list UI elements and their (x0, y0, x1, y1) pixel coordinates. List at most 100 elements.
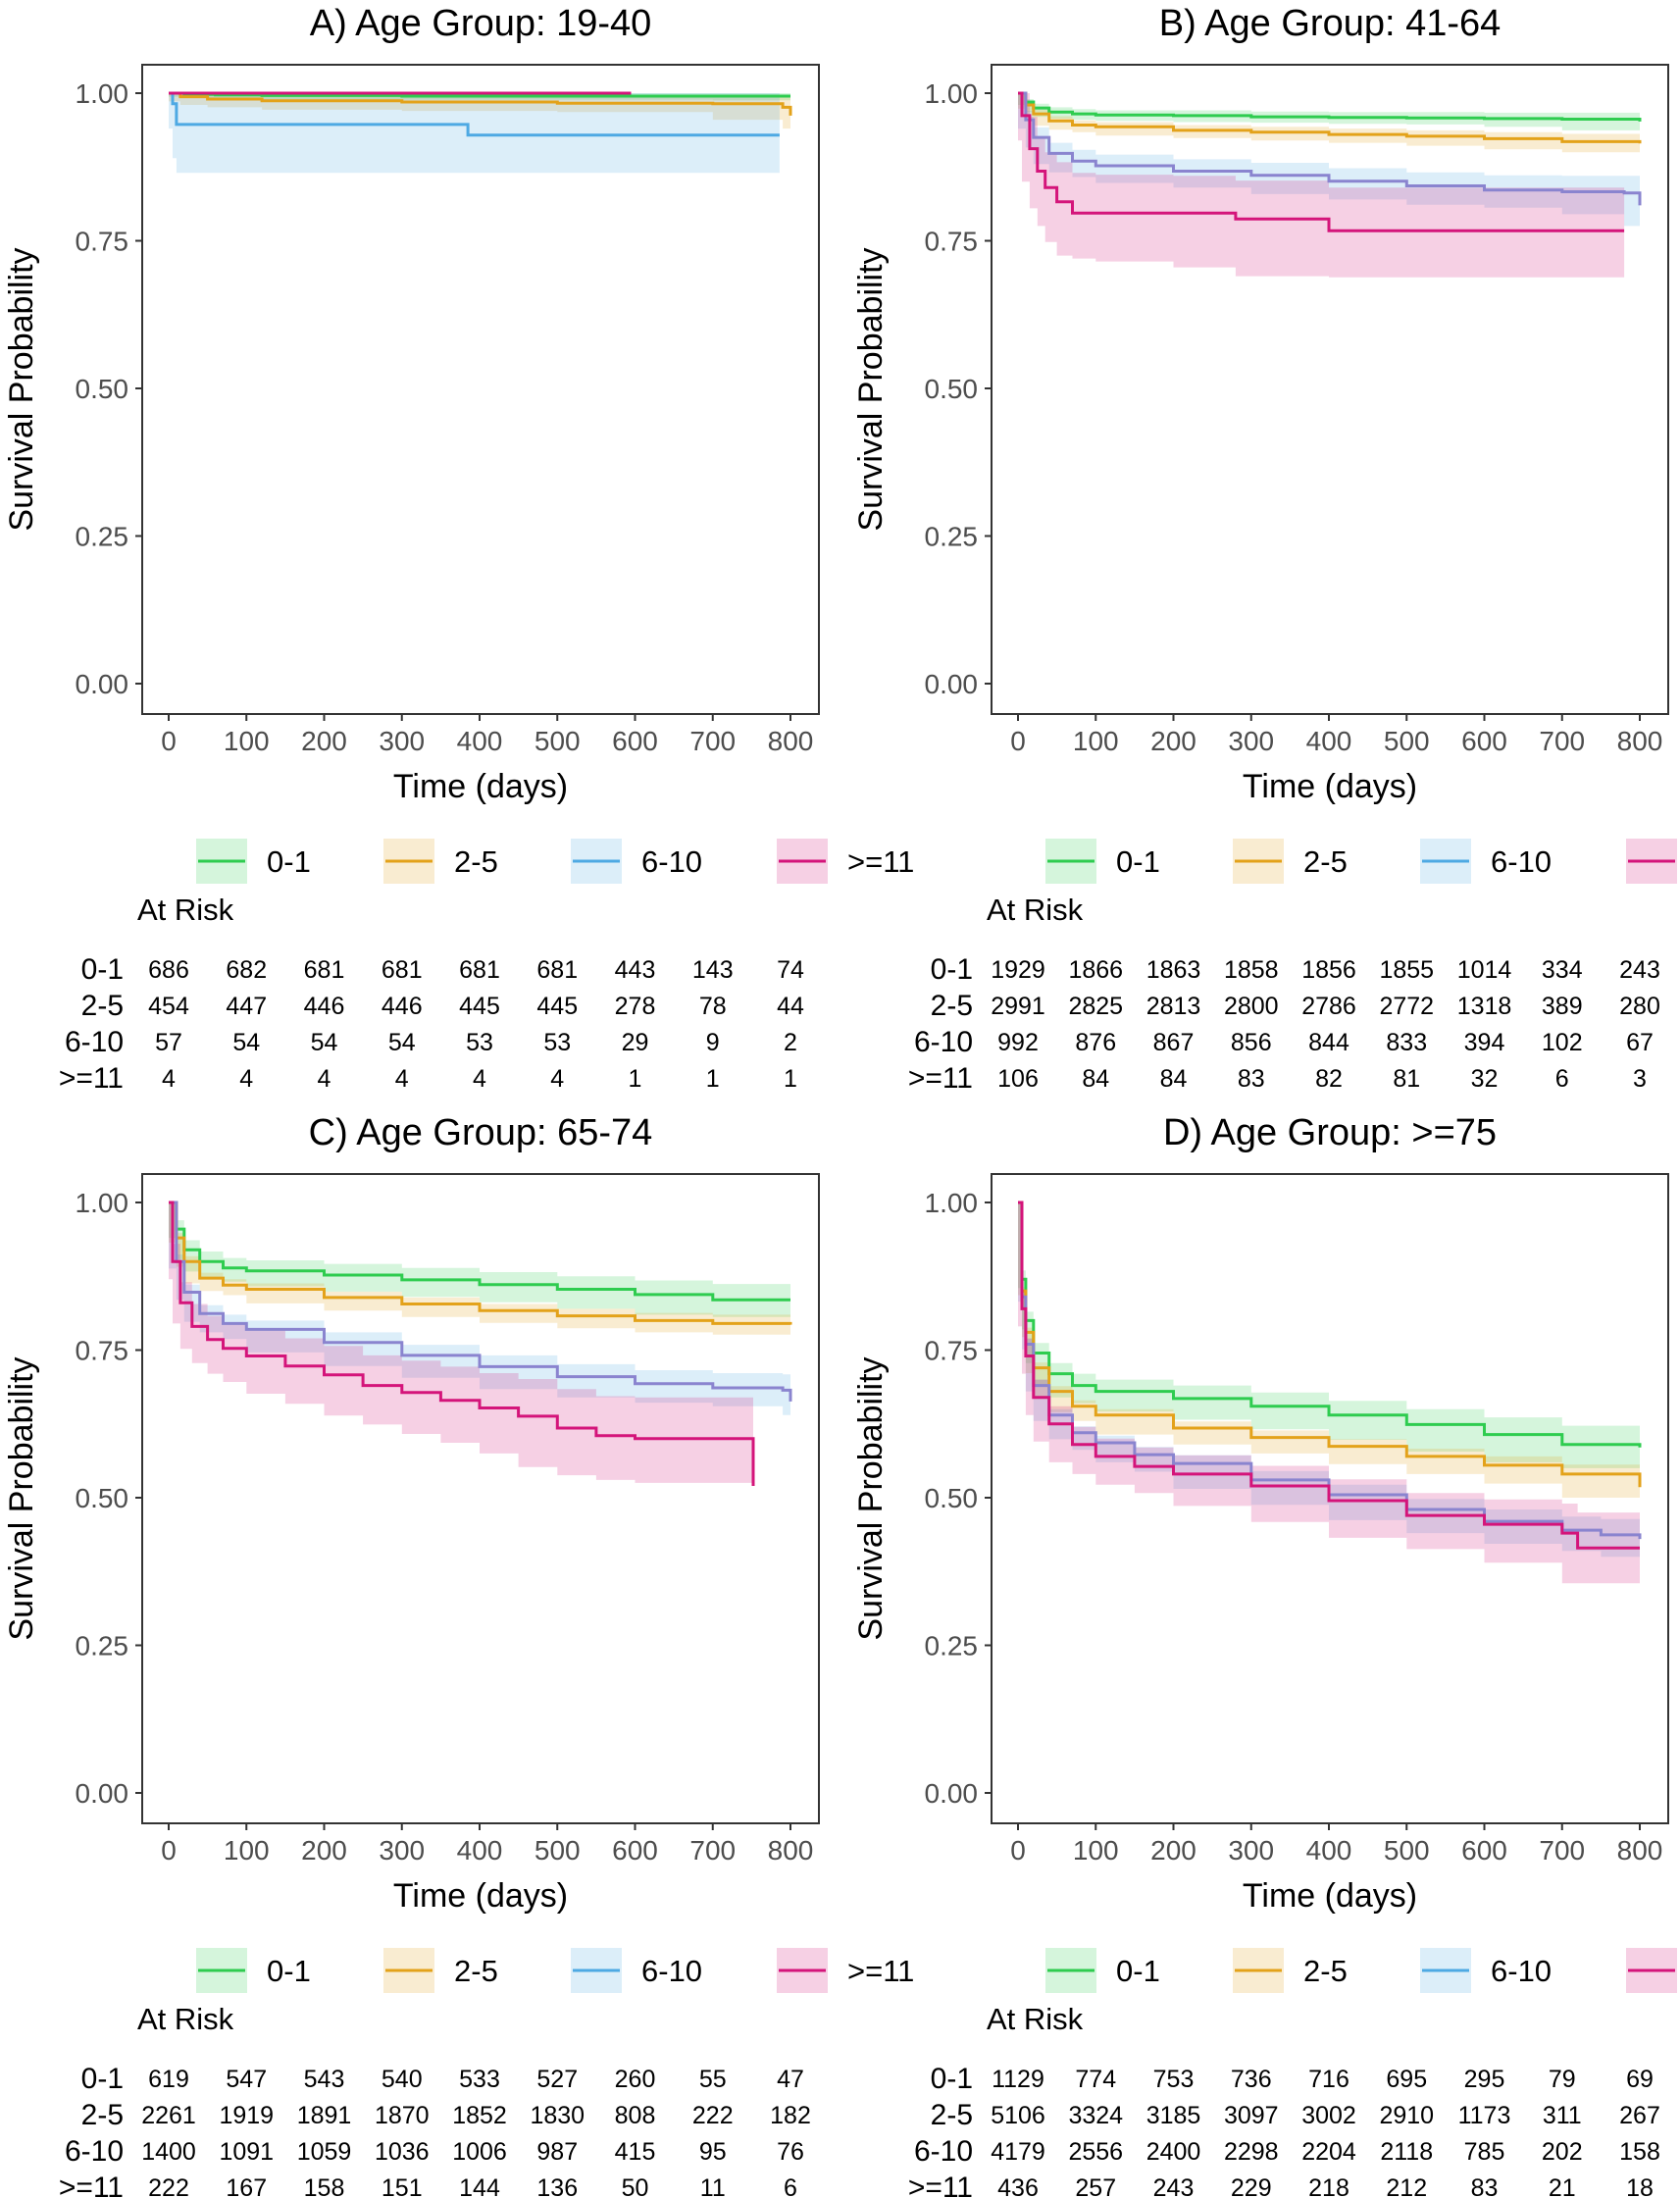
at-risk-cell: 11 (700, 2174, 726, 2198)
at-risk-row-label: 0-1 (81, 2063, 124, 2095)
at-risk-cell: 4179 (991, 2138, 1045, 2166)
y-axis-label: Survival Probability (852, 1356, 890, 1640)
at-risk-row-6-10: 6-10 992 876 867 856 844 833 394 102 67 (914, 1026, 1654, 1058)
at-risk-cell: 2118 (1380, 2138, 1433, 2166)
survival-line-ge11 (1018, 91, 1625, 232)
y-tick-label: 0.50 (925, 1483, 979, 1513)
x-axis-label: Time (days) (393, 1877, 568, 1915)
survival-line-6-10 (169, 91, 780, 137)
x-tick-label: 300 (1228, 726, 1274, 756)
at-risk-cell: 278 (615, 993, 656, 1020)
at-risk-cell: 4 (395, 1065, 409, 1093)
at-risk-cell: 415 (615, 2138, 656, 2166)
at-risk-cell: 54 (388, 1029, 416, 1056)
at-risk-cell: 311 (1543, 2102, 1582, 2129)
at-risk-cell: 9 (706, 1029, 720, 1056)
at-risk-cell: 29 (622, 1029, 649, 1056)
legend-item-6-10: 6-10 (1420, 1948, 1552, 1993)
at-risk-row-0-1: 0-1 1129 774 753 736 716 695 295 79 69 (931, 2063, 1654, 2095)
at-risk-cell: 1929 (991, 956, 1045, 984)
legend-item-0-1: 0-1 (1045, 1948, 1160, 1993)
at-risk-cell: 1129 (992, 2066, 1044, 2093)
survival-line-6-10 (1018, 1201, 1642, 1540)
at-risk-cell: 447 (226, 993, 267, 1020)
at-risk-cell: 2261 (141, 2102, 196, 2129)
at-risk-cell: 2 (784, 1029, 797, 1056)
at-risk-cell: 446 (304, 993, 345, 1020)
at-risk-cell: 1006 (452, 2138, 507, 2166)
y-tick-label: 0.25 (925, 522, 979, 552)
legend-label: >=11 (847, 844, 914, 879)
x-axis-label: Time (days) (1243, 768, 1417, 805)
x-tick-label: 800 (768, 1835, 814, 1866)
at-risk-cell: 856 (1231, 1029, 1272, 1056)
at-risk-cell: 1173 (1458, 2102, 1511, 2129)
at-risk-cell: 143 (692, 956, 734, 984)
at-risk-cell: 1870 (375, 2102, 430, 2129)
y-tick-label: 0.75 (76, 227, 129, 257)
at-risk-cell: 21 (1549, 2174, 1576, 2198)
at-risk-cell: 445 (459, 993, 500, 1020)
plot-area (169, 1201, 792, 1486)
at-risk-row-6-10: 6-10 4179 2556 2400 2298 2204 2118 785 202 158 (914, 2135, 1660, 2168)
at-risk-cell: 47 (777, 2066, 804, 2093)
x-tick-label: 600 (612, 726, 658, 756)
legend-item-0-1: 0-1 (196, 1948, 311, 1993)
x-tick-label: 800 (768, 726, 814, 756)
x-tick-label: 300 (379, 1835, 425, 1866)
at-risk-cell: 81 (1393, 1065, 1420, 1093)
at-risk-cell: 1014 (1457, 956, 1512, 984)
at-risk-cell: 182 (770, 2102, 811, 2129)
at-risk-cell: 54 (232, 1029, 260, 1056)
at-risk-cell: 716 (1308, 2066, 1349, 2093)
x-tick-label: 100 (224, 1835, 270, 1866)
at-risk-cell: 1919 (219, 2102, 274, 2129)
at-risk-cell: 243 (1619, 956, 1660, 984)
x-tick-label: 600 (1461, 1835, 1507, 1866)
legend-item-ge11: >=11 (777, 1948, 914, 1993)
at-risk-cell: 2910 (1379, 2102, 1434, 2129)
y-tick-label: 1.00 (76, 78, 129, 109)
chart-panel-d: D) Age Group: >=75 Survival Probability 0.… (852, 1112, 1677, 2198)
at-risk-cell: 218 (1308, 2174, 1349, 2198)
at-risk-cell: 547 (226, 2066, 267, 2093)
at-risk-cell: 222 (692, 2102, 734, 2129)
x-tick-label: 700 (689, 1835, 736, 1866)
legend-label: 2-5 (454, 1954, 498, 1988)
x-tick-label: 200 (301, 1835, 347, 1866)
at-risk-cell: 57 (155, 1029, 182, 1056)
ci-band-0-1 (1018, 93, 1640, 130)
at-risk-cell: 1891 (297, 2102, 352, 2129)
at-risk-cell: 32 (1471, 1065, 1499, 1093)
y-tick-label: 1.00 (925, 78, 979, 109)
at-risk-row-label: 0-1 (81, 953, 124, 986)
x-axis-label: Time (days) (393, 768, 568, 805)
legend-label: 2-5 (454, 844, 498, 879)
at-risk-cell: 54 (311, 1029, 338, 1056)
at-risk-cell: 543 (304, 2066, 345, 2093)
at-risk-title: At Risk (987, 2002, 1084, 2036)
at-risk-cell: 84 (1160, 1065, 1188, 1093)
at-risk-cell: 533 (459, 2066, 500, 2093)
at-risk-cell: 1858 (1224, 956, 1279, 984)
at-risk-cell: 446 (382, 993, 423, 1020)
at-risk-cell: 436 (997, 2174, 1039, 2198)
at-risk-cell: 1091 (219, 2138, 274, 2166)
at-risk-cell: 1059 (297, 2138, 352, 2166)
legend-item-ge11: >=11 (1626, 1948, 1677, 1993)
at-risk-cell: 18 (1626, 2174, 1654, 2198)
at-risk-cell: 53 (543, 1029, 571, 1056)
at-risk-cell: 2204 (1301, 2138, 1356, 2166)
at-risk-cell: 6 (784, 2174, 797, 2198)
at-risk-cell: 267 (1619, 2102, 1660, 2129)
legend-item-ge11: >=11 (1626, 839, 1677, 884)
at-risk-cell: 44 (777, 993, 804, 1020)
at-risk-row-2-5: 2-5 5106 3324 3185 3097 3002 2910 1173 311 267 (931, 2099, 1660, 2131)
survival-line-ge11 (1018, 1201, 1640, 1550)
at-risk-cell: 2786 (1301, 993, 1356, 1020)
at-risk-cell: 681 (304, 956, 345, 984)
at-risk-cell: 3185 (1146, 2102, 1201, 2129)
at-risk-row-2-5: 2-5 2991 2825 2813 2800 2786 2772 1318 389 280 (931, 990, 1660, 1022)
at-risk-row-label: 6-10 (65, 2135, 124, 2168)
at-risk-cell: 144 (459, 2174, 500, 2198)
